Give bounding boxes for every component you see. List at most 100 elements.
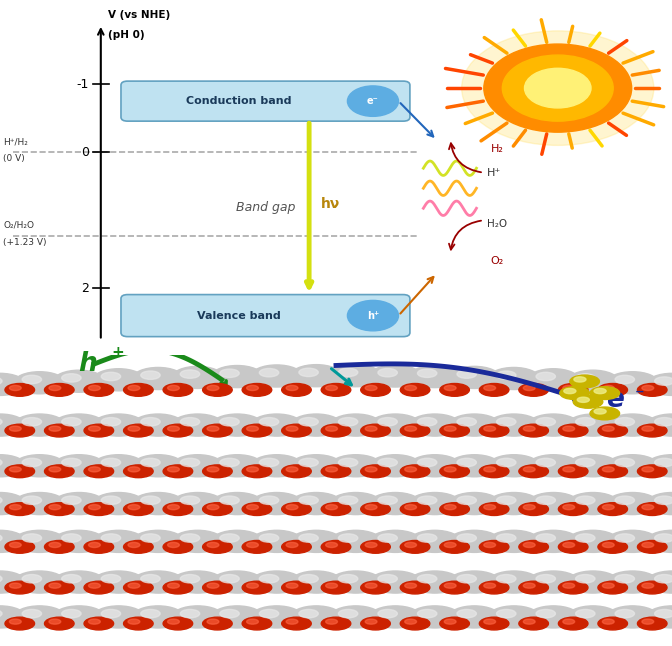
Circle shape — [489, 455, 540, 477]
Circle shape — [598, 541, 628, 553]
Circle shape — [361, 384, 390, 396]
Circle shape — [49, 386, 60, 391]
Circle shape — [259, 609, 279, 618]
Circle shape — [140, 417, 160, 426]
Circle shape — [405, 386, 417, 391]
Text: H⁺/H₂: H⁺/H₂ — [3, 137, 28, 146]
Circle shape — [207, 583, 219, 589]
Circle shape — [339, 417, 358, 426]
Circle shape — [449, 571, 500, 593]
Circle shape — [62, 417, 81, 426]
Circle shape — [330, 364, 381, 387]
Circle shape — [497, 417, 516, 426]
Circle shape — [140, 458, 160, 466]
Circle shape — [330, 455, 381, 477]
Circle shape — [286, 543, 298, 548]
Circle shape — [124, 465, 153, 477]
Circle shape — [405, 426, 417, 432]
Circle shape — [0, 492, 26, 515]
Circle shape — [646, 530, 672, 552]
Circle shape — [370, 530, 421, 552]
Circle shape — [299, 368, 319, 377]
Circle shape — [523, 583, 535, 589]
Circle shape — [212, 414, 263, 436]
Text: 2: 2 — [81, 282, 89, 295]
Circle shape — [163, 581, 193, 594]
Circle shape — [479, 384, 509, 396]
Circle shape — [479, 424, 509, 437]
Circle shape — [536, 458, 556, 466]
Circle shape — [370, 365, 421, 387]
Circle shape — [326, 426, 337, 432]
Circle shape — [339, 458, 358, 466]
Circle shape — [558, 424, 588, 437]
Circle shape — [378, 496, 397, 505]
Circle shape — [326, 619, 337, 624]
Circle shape — [291, 455, 342, 477]
Circle shape — [594, 409, 606, 414]
Circle shape — [54, 530, 105, 552]
Circle shape — [598, 617, 628, 630]
Circle shape — [0, 373, 26, 395]
Circle shape — [646, 606, 672, 628]
Circle shape — [101, 372, 121, 380]
Circle shape — [0, 606, 26, 628]
Circle shape — [5, 465, 34, 477]
Circle shape — [180, 574, 200, 583]
Circle shape — [132, 414, 183, 436]
Circle shape — [567, 455, 618, 477]
Circle shape — [417, 609, 437, 618]
Circle shape — [365, 426, 377, 432]
Circle shape — [503, 55, 614, 121]
Circle shape — [642, 505, 654, 510]
Circle shape — [22, 574, 42, 583]
Circle shape — [167, 386, 179, 391]
Circle shape — [484, 44, 632, 132]
Circle shape — [220, 417, 239, 426]
Circle shape — [282, 503, 311, 516]
Circle shape — [299, 496, 319, 505]
Circle shape — [9, 426, 22, 432]
Circle shape — [365, 467, 377, 472]
Circle shape — [602, 619, 614, 624]
Text: H₂: H₂ — [491, 144, 503, 154]
Circle shape — [54, 492, 105, 515]
Circle shape — [642, 467, 654, 472]
Circle shape — [457, 417, 476, 426]
Circle shape — [573, 395, 603, 408]
Circle shape — [93, 414, 144, 436]
Circle shape — [14, 492, 65, 515]
Circle shape — [646, 455, 672, 477]
Circle shape — [203, 541, 233, 553]
Circle shape — [401, 424, 430, 437]
Circle shape — [563, 583, 575, 589]
Circle shape — [330, 606, 381, 628]
Circle shape — [212, 530, 263, 552]
Circle shape — [457, 609, 476, 618]
Circle shape — [220, 574, 239, 583]
Circle shape — [321, 541, 351, 553]
Circle shape — [180, 534, 200, 542]
Circle shape — [449, 366, 500, 388]
Circle shape — [0, 417, 2, 426]
Circle shape — [563, 386, 575, 391]
Circle shape — [439, 617, 469, 630]
Circle shape — [0, 496, 2, 505]
Circle shape — [528, 530, 579, 552]
Circle shape — [563, 467, 575, 472]
Circle shape — [536, 574, 556, 583]
Circle shape — [576, 458, 595, 466]
Circle shape — [444, 386, 456, 391]
Circle shape — [409, 455, 460, 477]
Circle shape — [361, 581, 390, 594]
Circle shape — [497, 574, 516, 583]
Circle shape — [124, 384, 153, 396]
Circle shape — [642, 583, 654, 589]
Circle shape — [590, 387, 620, 399]
Circle shape — [247, 386, 259, 391]
Circle shape — [321, 465, 351, 477]
Circle shape — [607, 606, 658, 628]
Circle shape — [567, 492, 618, 515]
Circle shape — [444, 583, 456, 589]
Circle shape — [339, 609, 358, 618]
